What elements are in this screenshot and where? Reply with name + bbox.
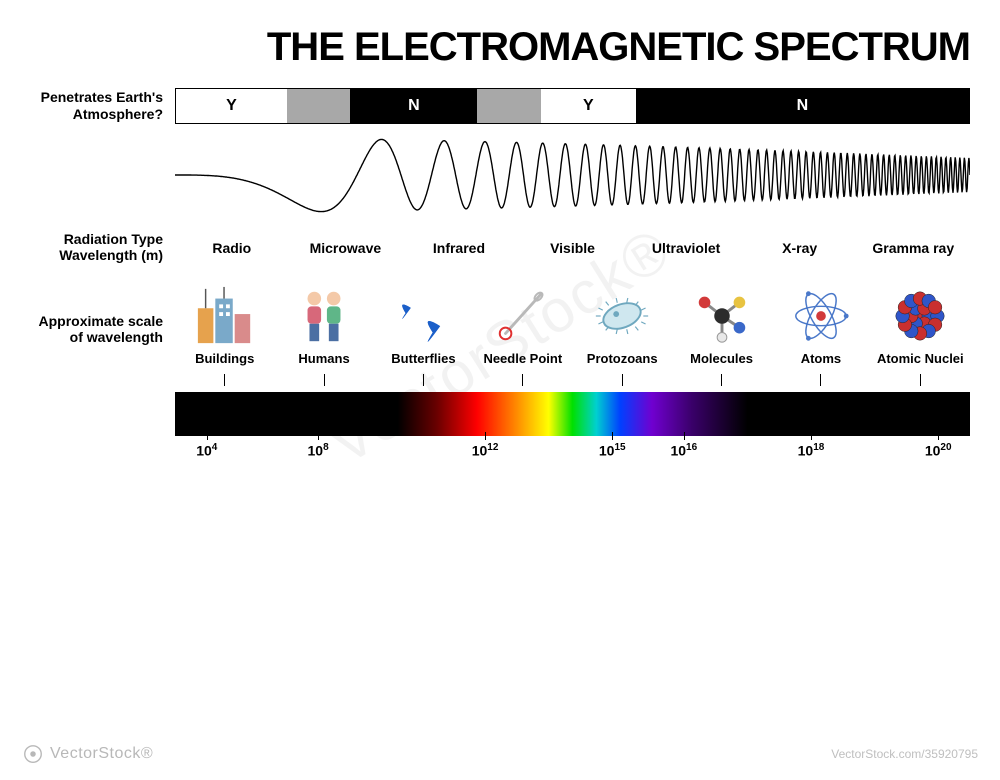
buildings-icon [194,285,256,347]
scale-item-label: Humans [298,351,349,366]
footer-bar: VectorStock® VectorStock.com/35920795 [0,726,1000,780]
scale-item-label: Buildings [195,351,254,366]
freq-tick-18: 1018 [798,442,825,459]
humans-icon [293,285,355,347]
protozoan-icon [591,285,653,347]
penetrates-label: Penetrates Earth's Atmosphere? [30,89,175,123]
freq-tick-20: 1020 [925,442,952,459]
freq-tick-4: 104 [196,442,217,459]
scale-item-needle: Needle Point [473,285,572,386]
image-id: VectorStock.com/35920795 [831,747,978,761]
molecule-icon [691,285,753,347]
freq-tick-16: 1016 [670,442,697,459]
scale-item-label: Butterflies [391,351,455,366]
scale-item-atom: Atoms [771,285,870,386]
penetrate-segment-2: N [350,89,477,123]
radiation-type-ultraviolet: Ultraviolet [629,240,743,256]
atom-icon [790,285,852,347]
scale-item-label: Molecules [690,351,753,366]
radiation-type-visible: Visible [516,240,630,256]
nuclei-icon [889,285,951,347]
frequency-scale: 104 108 1012 1015 1016 1018 1020 [175,436,970,470]
scale-item-label: Needle Point [483,351,562,366]
penetrate-segment-3 [477,89,540,123]
scale-item-label: Atoms [801,351,841,366]
scale-item-molecule: Molecules [672,285,771,386]
spectrum-row: 104 108 1012 1015 1016 1018 1020 [30,392,970,470]
scale-columns: Buildings Humans Butterflies Needle Poin… [175,285,970,386]
freq-tick-15: 1015 [599,442,626,459]
radiation-types: RadioMicrowaveInfraredVisibleUltraviolet… [175,238,970,256]
scale-item-butterflies: Butterflies [374,285,473,386]
butterflies-icon [392,285,454,347]
freq-tick-8: 108 [308,442,329,459]
scale-item-nuclei: Atomic Nuclei [871,285,970,386]
radiation-label: Radiation Type Wavelength (m) [30,231,175,263]
visible-spectrum-bar [175,392,970,436]
page-title: THE ELECTROMAGNETIC SPECTRUM [30,25,970,70]
penetrate-segment-4: Y [541,89,636,123]
scale-item-label: Protozoans [587,351,658,366]
wave-row [30,130,970,225]
radiation-type-x-ray: X-ray [743,240,857,256]
scale-item-buildings: Buildings [175,285,274,386]
brand-text: VectorStock® [50,745,153,763]
radiation-type-infrared: Infrared [402,240,516,256]
needle-icon [492,285,554,347]
scale-row: Approximate scale of wavelength Building… [30,285,970,386]
scale-item-humans: Humans [274,285,373,386]
penetrate-segment-5: N [636,89,969,123]
radiation-type-gramma-ray: Gramma ray [856,240,970,256]
radiation-type-radio: Radio [175,240,289,256]
penetrates-row: Penetrates Earth's Atmosphere? YNYN [30,88,970,124]
scale-item-label: Atomic Nuclei [877,351,964,366]
scale-item-protozoan: Protozoans [573,285,672,386]
penetrates-bar: YNYN [175,88,970,124]
freq-tick-12: 1012 [472,442,499,459]
penetrate-segment-0: Y [176,89,287,123]
radiation-type-microwave: Microwave [289,240,403,256]
radiation-row: Radiation Type Wavelength (m) RadioMicro… [30,231,970,263]
wave-diagram [175,130,970,220]
brand-logo: VectorStock® [22,743,153,765]
penetrate-segment-1 [287,89,350,123]
scale-label: Approximate scale of wavelength [30,285,175,345]
